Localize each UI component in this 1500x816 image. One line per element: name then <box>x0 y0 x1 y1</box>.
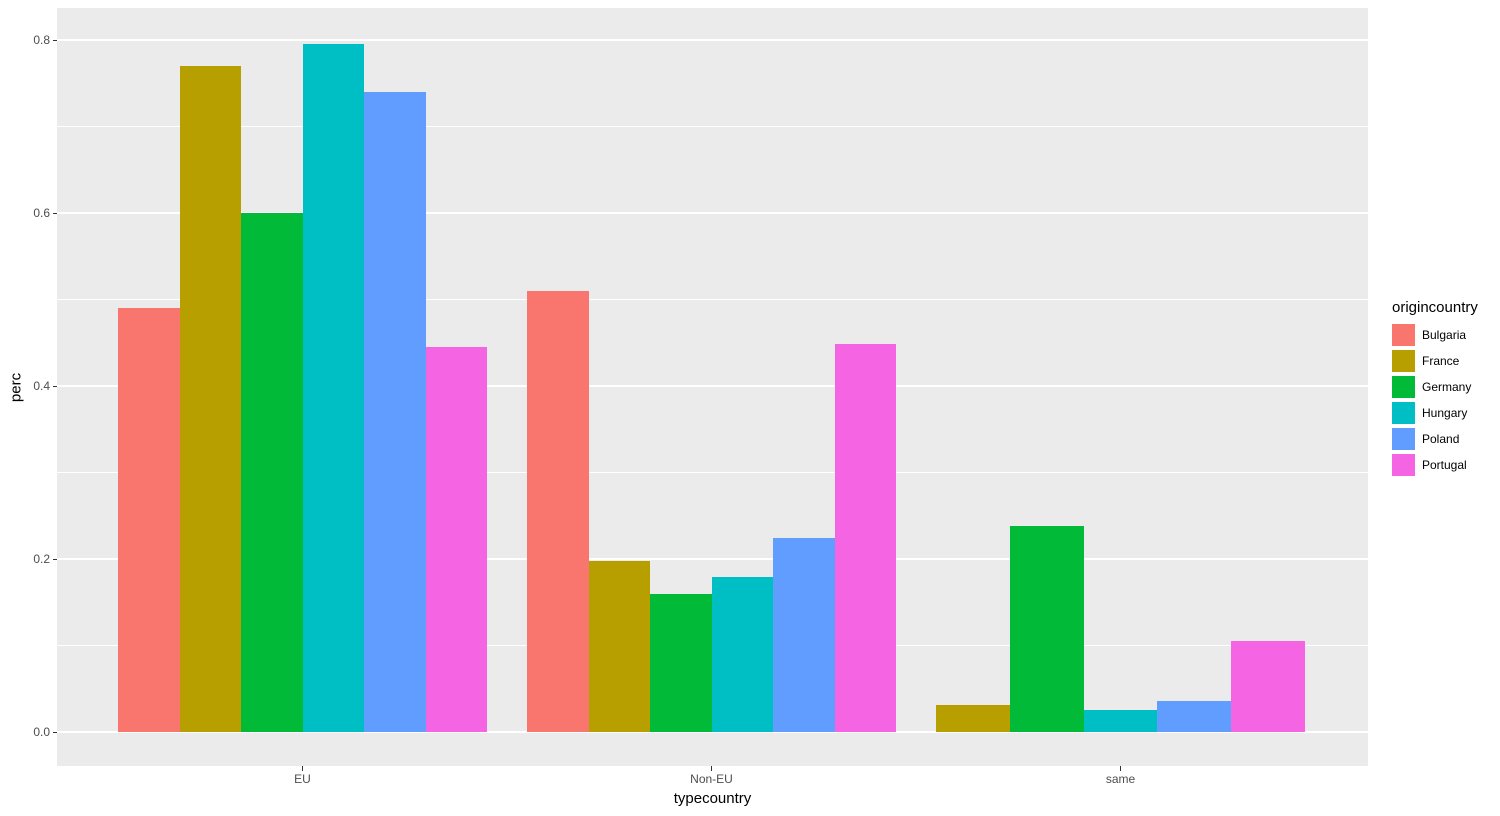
legend-items: Bulgaria France Germany Hungary Poland Portug… <box>1392 324 1478 476</box>
legend-swatch <box>1392 402 1415 424</box>
gridline-minor <box>57 299 1368 300</box>
legend-swatch <box>1392 350 1415 372</box>
y-tick-label: 0.6 <box>33 206 50 220</box>
legend-swatch <box>1392 376 1415 398</box>
x-axis-title: typecountry <box>673 790 752 807</box>
bar-portugal-non-eu <box>834 344 896 732</box>
gridline-major <box>57 385 1368 387</box>
gridline-minor <box>57 472 1368 473</box>
bar-poland-eu <box>364 91 426 732</box>
legend-item-portugal: Portugal <box>1392 454 1478 476</box>
legend-swatch <box>1392 324 1415 346</box>
x-tick-mark <box>1120 766 1121 771</box>
bar-bulgaria-non-eu <box>527 290 589 732</box>
legend-item-france: France <box>1392 350 1478 372</box>
legend-title: origincountry <box>1392 299 1478 316</box>
x-tick-label: EU <box>294 772 311 786</box>
y-tick-label: 0.4 <box>33 379 50 393</box>
y-tick-mark <box>52 39 57 41</box>
bar-germany-eu <box>241 213 303 732</box>
gridline-major <box>57 212 1368 214</box>
bar-poland-same <box>1157 700 1232 732</box>
legend-label: France <box>1422 354 1460 368</box>
x-tick-label: Non-EU <box>690 772 733 786</box>
bar-hungary-same <box>1083 710 1158 732</box>
bar-germany-non-eu <box>650 593 712 732</box>
y-axis-title: perc <box>7 372 25 403</box>
bar-hungary-non-eu <box>711 577 773 732</box>
bar-france-same <box>936 705 1010 732</box>
bar-hungary-eu <box>302 44 364 732</box>
y-tick-label: 0.2 <box>33 552 50 566</box>
bar-portugal-eu <box>425 347 487 732</box>
legend-label: Bulgaria <box>1422 328 1467 342</box>
gridline-minor <box>57 126 1368 127</box>
legend-item-bulgaria: Bulgaria <box>1392 324 1478 346</box>
legend-item-germany: Germany <box>1392 376 1478 398</box>
legend-label: Germany <box>1422 380 1472 394</box>
bar-poland-non-eu <box>773 538 835 732</box>
gridline-major <box>57 39 1368 41</box>
legend-label: Hungary <box>1422 406 1468 420</box>
legend: origincountry Bulgaria France Germany Hunga… <box>1392 299 1478 480</box>
bar-bulgaria-eu <box>118 308 180 732</box>
y-tick-label: 0.0 <box>33 725 50 739</box>
legend-swatch <box>1392 428 1415 450</box>
x-tick-mark <box>302 766 303 771</box>
y-tick-mark <box>52 385 57 387</box>
bar-france-non-eu <box>588 560 650 732</box>
legend-item-hungary: Hungary <box>1392 402 1478 424</box>
y-tick-mark <box>52 731 57 733</box>
legend-item-poland: Poland <box>1392 428 1478 450</box>
y-tick-label: 0.8 <box>33 33 50 47</box>
legend-swatch <box>1392 454 1415 476</box>
x-tick-mark <box>711 766 712 771</box>
y-tick-mark <box>52 212 57 214</box>
bar-portugal-same <box>1231 641 1305 732</box>
legend-label: Poland <box>1422 432 1460 446</box>
plot-panel <box>57 8 1368 766</box>
x-tick-label: same <box>1105 772 1136 786</box>
bar-france-eu <box>179 65 241 732</box>
y-tick-mark <box>52 558 57 560</box>
gridline-major <box>57 558 1368 560</box>
legend-label: Portugal <box>1422 458 1467 472</box>
bar-germany-same <box>1009 526 1084 732</box>
gridline-major <box>57 731 1368 733</box>
